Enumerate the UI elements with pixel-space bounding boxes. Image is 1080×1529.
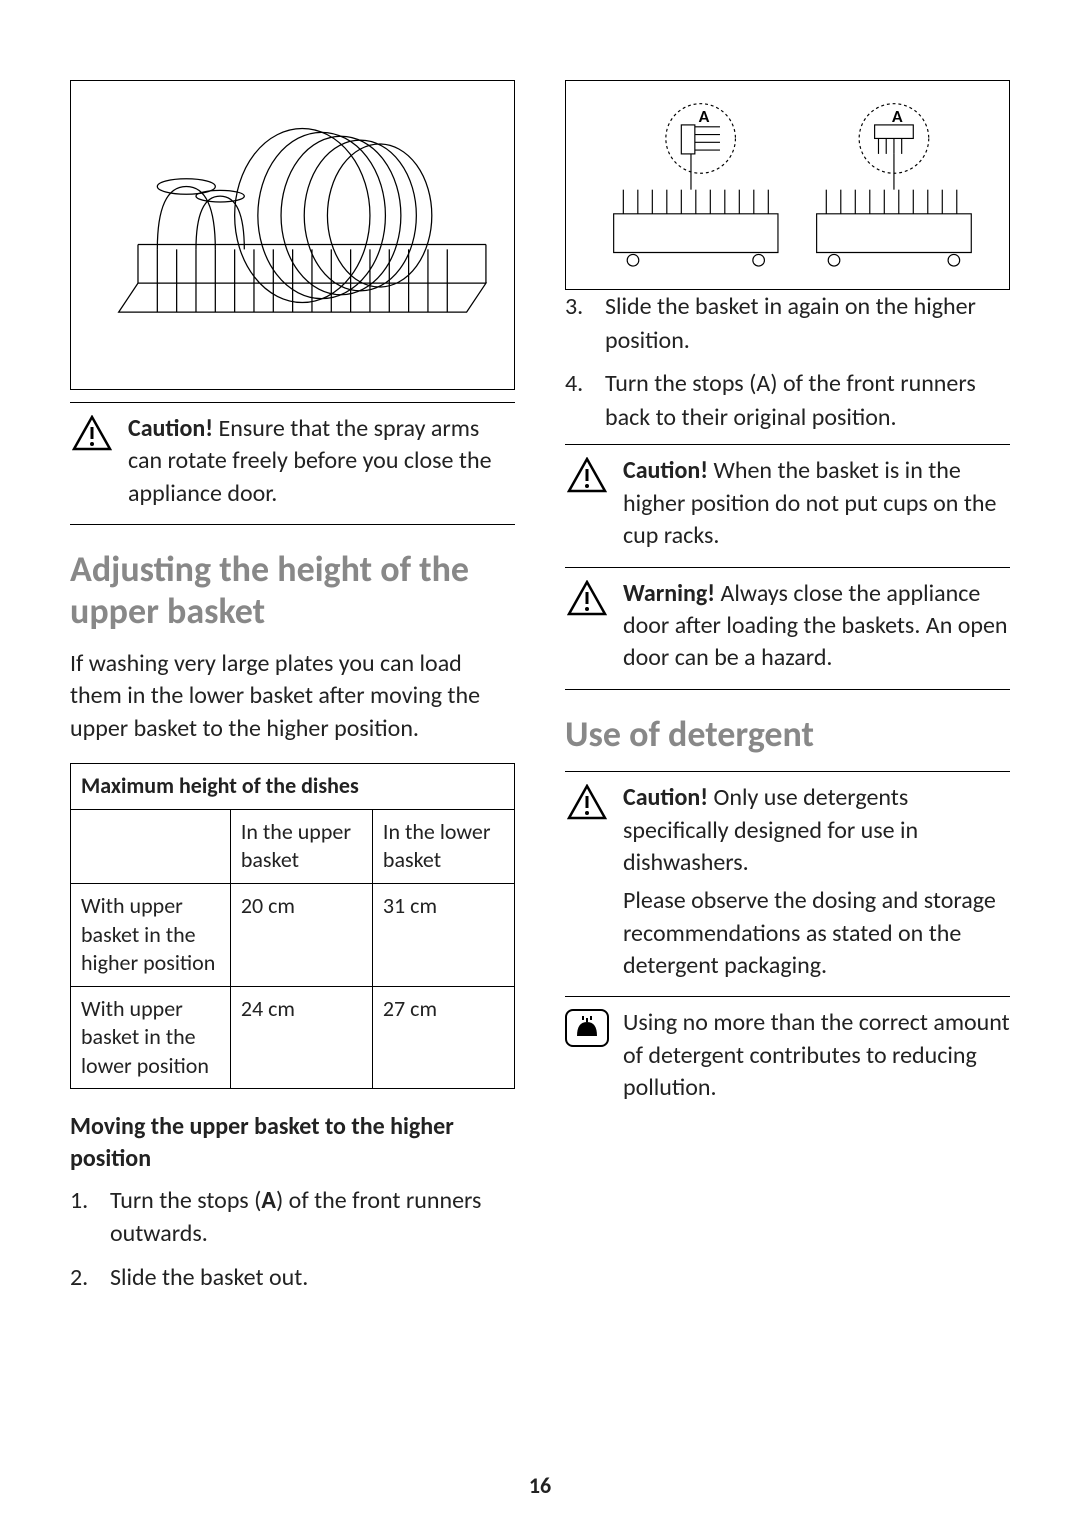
caution-text: Caution! Only use detergents specificall…: [623, 782, 1010, 982]
table-header-empty: [71, 809, 231, 883]
caution-icon: [70, 413, 114, 451]
step-text-pre: Slide the basket out.: [110, 1263, 308, 1292]
table-cell: With upper basket in the lower position: [71, 986, 231, 1089]
warning-label: Warning!: [623, 579, 715, 608]
diagram-label-a2: A: [892, 105, 903, 127]
caution-cup-racks: Caution! When the basket is in the highe…: [565, 444, 1010, 567]
caution-icon: [565, 455, 609, 493]
figure-lower-basket: [70, 80, 515, 390]
eco-icon: [565, 1007, 609, 1047]
table-cell: 24 cm: [230, 986, 372, 1089]
page: Caution! Ensure that the spray arms can …: [0, 0, 1080, 1529]
max-height-table: Maximum height of the dishes In the uppe…: [70, 763, 515, 1089]
caution-spray-arms: Caution! Ensure that the spray arms can …: [70, 402, 515, 525]
figure-stops-a: A: [565, 80, 1010, 290]
steps-list-a: Turn the stops (A) of the front runners …: [70, 1184, 515, 1295]
caution-label: Caution!: [623, 456, 708, 485]
table-row: With upper basket in the higher position…: [71, 883, 515, 986]
step-text-bold: A: [261, 1186, 276, 1215]
caution-icon: [565, 782, 609, 820]
table-cell: 27 cm: [372, 986, 514, 1089]
warning-text: Warning! Always close the appliance door…: [623, 578, 1010, 675]
heading-use-detergent: Use of detergent: [565, 714, 1010, 755]
sub-heading-moving: Moving the upper basket to the higher po…: [70, 1111, 515, 1173]
table-cell: 31 cm: [372, 883, 514, 986]
table-cell: With upper basket in the higher position: [71, 883, 231, 986]
list-item: Slide the basket out.: [70, 1261, 515, 1295]
heading-adjusting-height: Adjusting the height of the upper basket: [70, 549, 515, 632]
caution-body-2: Please observe the dosing and storage re…: [623, 886, 996, 980]
eco-text: Using no more than the correct amount of…: [623, 1007, 1010, 1104]
list-item: Slide the basket in again on the higher …: [565, 290, 1010, 357]
lower-basket-illustration: [80, 87, 505, 383]
caution-label: Caution!: [623, 783, 708, 812]
table-cell: 20 cm: [230, 883, 372, 986]
intro-paragraph: If washing very large plates you can loa…: [70, 648, 515, 745]
page-number: 16: [0, 1472, 1080, 1499]
eco-note: Using no more than the correct amount of…: [565, 997, 1010, 1118]
left-column: Caution! Ensure that the spray arms can …: [70, 80, 515, 1305]
step-text-pre: Turn the stops (: [110, 1186, 261, 1215]
table-title: Maximum height of the dishes: [71, 764, 515, 810]
caution-text: Caution! When the basket is in the highe…: [623, 455, 1010, 552]
list-item: Turn the stops (A) of the front runners …: [70, 1184, 515, 1251]
diagram-label-a1: A: [699, 105, 710, 127]
table-row: With upper basket in the lower position …: [71, 986, 515, 1089]
caution-icon: [565, 578, 609, 616]
right-column: A: [565, 80, 1010, 1305]
warning-open-door: Warning! Always close the appliance door…: [565, 568, 1010, 690]
caution-text: Caution! Ensure that the spray arms can …: [128, 413, 515, 510]
caution-detergent: Caution! Only use detergents specificall…: [565, 771, 1010, 997]
caution-label: Caution!: [128, 414, 213, 443]
steps-list-b: Slide the basket in again on the higher …: [565, 290, 1010, 434]
two-column-layout: Caution! Ensure that the spray arms can …: [70, 80, 1010, 1305]
stops-illustration: A: [575, 85, 1000, 285]
list-item: Turn the stops (A) of the front runners …: [565, 367, 1010, 434]
table-header-lower: In the lower basket: [372, 809, 514, 883]
table-header-upper: In the upper basket: [230, 809, 372, 883]
